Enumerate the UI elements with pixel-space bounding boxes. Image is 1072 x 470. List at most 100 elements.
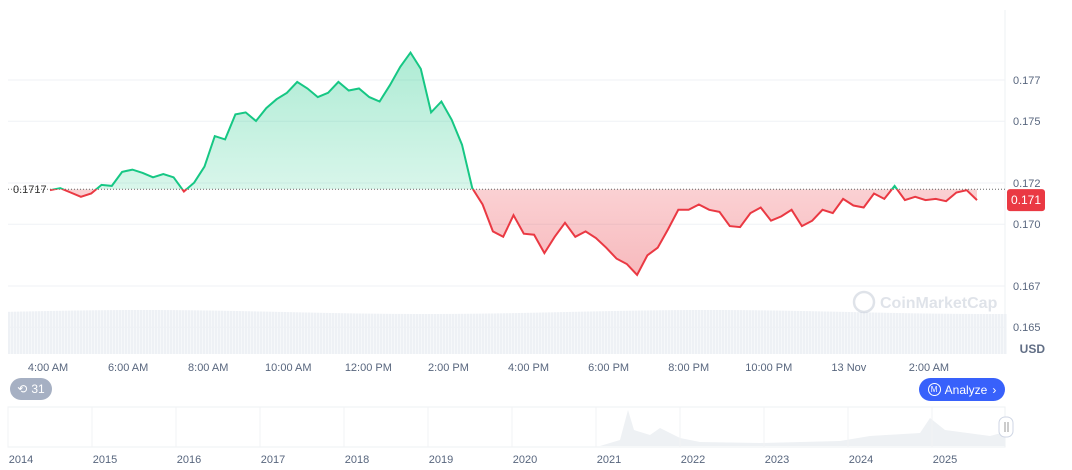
navigator-year-label: 2017 (261, 454, 285, 466)
volume-bar (998, 313, 1001, 354)
volume-bar (518, 313, 521, 354)
volume-bar (713, 310, 716, 354)
volume-bar (116, 310, 119, 354)
volume-bar (407, 313, 410, 354)
volume-bar (566, 311, 569, 354)
x-tick-label: 12:00 PM (345, 362, 392, 374)
volume-bar (701, 310, 704, 354)
volume-bar (299, 312, 302, 354)
volume-bar (749, 310, 752, 354)
volume-bar (899, 313, 902, 354)
volume-bar (218, 310, 221, 354)
volume-bar (128, 310, 131, 354)
volume-bar (596, 311, 599, 354)
volume-bar (383, 313, 386, 354)
volume-bar (764, 310, 767, 354)
volume-bar (437, 313, 440, 354)
history-count: 31 (31, 382, 45, 396)
volume-bar (134, 310, 137, 354)
volume-bar (617, 310, 620, 354)
volume-bar (869, 312, 872, 354)
volume-bar (968, 313, 971, 354)
volume-bar (944, 313, 947, 354)
volume-bar (239, 311, 242, 354)
volume-bar (440, 313, 443, 354)
volume-bar (902, 313, 905, 354)
volume-bar (563, 312, 566, 354)
volume-bar (743, 310, 746, 354)
volume-bar (14, 311, 17, 354)
volume-bar (137, 310, 140, 354)
volume-bar (302, 312, 305, 354)
volume-bar (425, 313, 428, 354)
volume-bar (125, 310, 128, 354)
volume-bar (470, 313, 473, 354)
volume-bar (704, 310, 707, 354)
volume-bar (863, 312, 866, 354)
volume-bar (209, 310, 212, 354)
volume-bar (620, 310, 623, 354)
volume-bar (398, 313, 401, 354)
volume-bar (284, 312, 287, 354)
currency-label: USD (1020, 342, 1046, 356)
navigator[interactable]: 2014 2015 2016 2017 2018 2019 2020 2021 2022 2023… (7, 406, 1014, 466)
x-tick-label: 6:00 AM (108, 362, 148, 374)
volume-bars (8, 310, 1007, 354)
volume-bar (356, 313, 359, 354)
volume-bar (815, 311, 818, 354)
volume-bar (11, 311, 14, 354)
volume-bar (590, 311, 593, 354)
volume-bar (629, 310, 632, 354)
watermark-text: CoinMarketCap (880, 295, 998, 312)
volume-bar (359, 313, 362, 354)
volume-bar (65, 310, 68, 354)
volume-bar (548, 312, 551, 354)
price-line-down (49, 189, 978, 277)
volume-bar (401, 313, 404, 354)
history-button[interactable]: ⟲ 31 (10, 378, 52, 400)
volume-bar (986, 313, 989, 354)
volume-bar (857, 312, 860, 354)
volume-bar (149, 310, 152, 354)
volume-bar (80, 310, 83, 354)
volume-bar (539, 312, 542, 354)
current-price-badge (1007, 189, 1045, 212)
volume-bar (824, 311, 827, 354)
navigator-year-label: 2025 (933, 454, 957, 466)
volume-bar (839, 311, 842, 354)
volume-bar (242, 311, 245, 354)
x-tick-label: 4:00 AM (28, 362, 68, 374)
volume-bar (269, 311, 272, 354)
volume-bar (338, 313, 341, 354)
volume-bar (419, 313, 422, 354)
volume-bar (650, 310, 653, 354)
volume-bar (962, 313, 965, 354)
volume-bar (974, 313, 977, 354)
volume-bar (698, 310, 701, 354)
volume-bar (830, 311, 833, 354)
volume-bar (176, 310, 179, 354)
volume-bar (452, 313, 455, 354)
volume-bar (74, 310, 77, 354)
volume-bar (890, 312, 893, 354)
volume-bar (560, 312, 563, 354)
volume-bar (677, 310, 680, 354)
navigator-handle[interactable] (998, 416, 1014, 438)
analyze-button[interactable]: M Analyze › (919, 378, 1005, 401)
volume-bar (350, 313, 353, 354)
volume-bar (287, 312, 290, 354)
area-fill-above (55, 52, 898, 190)
volume-bar (965, 313, 968, 354)
volume-bar (362, 313, 365, 354)
volume-bar (779, 310, 782, 354)
volume-bar (386, 313, 389, 354)
volume-bar (827, 311, 830, 354)
volume-bar (833, 311, 836, 354)
volume-bar (626, 310, 629, 354)
volume-bar (317, 312, 320, 354)
volume-bar (734, 310, 737, 354)
navigator-area (600, 410, 1005, 446)
volume-bar (770, 310, 773, 354)
